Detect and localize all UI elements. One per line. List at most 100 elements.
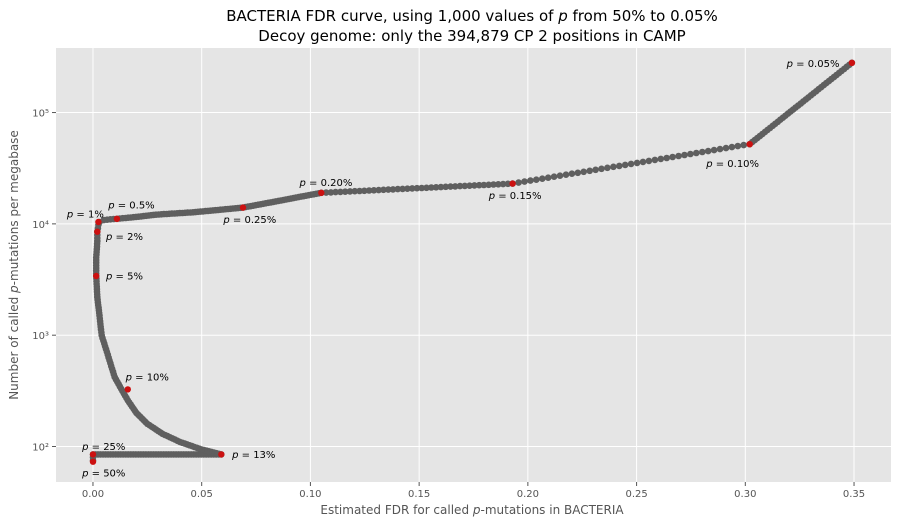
curve-point (341, 188, 349, 195)
curve-point (580, 168, 587, 176)
curve-point (346, 188, 354, 195)
grid-lines (56, 48, 891, 482)
annotation-p015: p = 0.15% (488, 191, 542, 202)
highlight-point (218, 451, 225, 458)
curve-point (437, 183, 445, 191)
curve-point (515, 179, 522, 186)
curve-point (592, 166, 599, 174)
annotation-p1: p = 1% (66, 209, 104, 220)
curve-point (485, 181, 493, 189)
annotation-p10: p = 10% (125, 373, 169, 384)
x-tick-label: 0.00 (82, 489, 104, 500)
curve-point (616, 162, 623, 170)
highlight-point (124, 386, 131, 393)
curve-point (413, 184, 421, 192)
curve-point (699, 148, 706, 156)
curve-point (550, 173, 558, 180)
curve-point (527, 177, 534, 184)
curve-point (704, 147, 712, 155)
x-tick-label: 0.30 (734, 489, 756, 500)
curve-point (627, 160, 635, 168)
curve-point (633, 159, 641, 167)
curve-point (734, 142, 742, 150)
x-tick-label: 0.15 (408, 489, 430, 500)
x-axis-ticks: 0.00 0.05 0.10 0.15 0.20 0.25 0.30 0.35 (82, 482, 865, 500)
curve-point (645, 157, 653, 165)
curve-point (675, 152, 682, 160)
curve-point (380, 186, 387, 194)
x-tick-label: 0.35 (843, 489, 865, 500)
curve-point (610, 163, 617, 171)
annotation-p020: p = 0.20% (299, 178, 353, 189)
highlight-point (239, 204, 247, 211)
y-tick-label: 10² (32, 443, 49, 454)
highlight-point (89, 458, 97, 465)
y-axis-label: Number of called p-mutations per megabas… (7, 130, 21, 400)
curve-point (499, 180, 507, 188)
curve-point (728, 143, 736, 151)
curve-point (461, 182, 469, 190)
curve-point (365, 187, 373, 194)
curve-point (327, 189, 335, 196)
highlight-point (94, 228, 101, 235)
annotation-p50: p = 50% (81, 468, 125, 479)
x-axis-label: Estimated FDR for called p-mutations in … (320, 503, 624, 517)
curve-point (361, 187, 368, 195)
annotation-p5: p = 5% (105, 272, 143, 283)
curve-point (475, 181, 483, 189)
curve-point (322, 189, 330, 196)
y-axis-ticks: 10² 10³ 10⁴ 10⁵ (32, 109, 56, 454)
curve-point (716, 145, 724, 153)
curve-point (533, 176, 540, 183)
highlight-point (89, 451, 97, 458)
curve-point (423, 184, 430, 192)
plot-area (56, 48, 891, 482)
curve-point (385, 186, 392, 193)
curve-point (332, 188, 339, 196)
curve-point (687, 150, 694, 158)
curve-point (375, 186, 383, 194)
curve-point (521, 178, 528, 185)
curve-point (544, 174, 552, 181)
curve-point (428, 184, 435, 191)
curve-point (370, 187, 378, 194)
curve-point (669, 153, 676, 161)
curve-point (639, 158, 647, 166)
curve-point (562, 171, 570, 178)
chart-title-line-2: Decoy genome: only the 394,879 CP 2 posi… (258, 27, 685, 45)
highlight-point (746, 141, 753, 148)
curve-point (598, 165, 605, 173)
highlight-point (93, 272, 100, 280)
highlight-point (113, 215, 121, 222)
curve-point (356, 187, 363, 195)
annotation-p25: p = 25% (81, 442, 125, 453)
curve-point (466, 182, 473, 189)
curve-point (574, 169, 582, 177)
annotation-p005: p = 0.05% (786, 59, 840, 70)
curve-point (471, 182, 478, 189)
curve-point (586, 167, 593, 175)
annotation-p13: p = 13% (231, 450, 275, 461)
curve-point (556, 172, 564, 179)
curve-point (539, 175, 546, 182)
curve-point (657, 155, 665, 163)
curve-point (389, 186, 397, 193)
curve-point (504, 180, 512, 188)
curve-point (432, 184, 440, 191)
annotation-p05: p = 0.5% (107, 200, 155, 211)
curve-point (604, 164, 611, 172)
curve-point (480, 181, 488, 189)
curve-point (442, 183, 450, 191)
curve-point (456, 182, 464, 190)
curve-point (351, 187, 359, 195)
annotation-p2: p = 2% (105, 232, 143, 243)
curve-point (418, 184, 426, 192)
curve-point (568, 170, 576, 177)
annotation-p010: p = 0.10% (705, 159, 759, 170)
x-tick-label: 0.20 (517, 489, 539, 500)
y-tick-label: 10⁴ (32, 220, 49, 231)
curve-point (447, 183, 454, 190)
highlight-point (509, 180, 516, 187)
curve-point (394, 185, 402, 193)
